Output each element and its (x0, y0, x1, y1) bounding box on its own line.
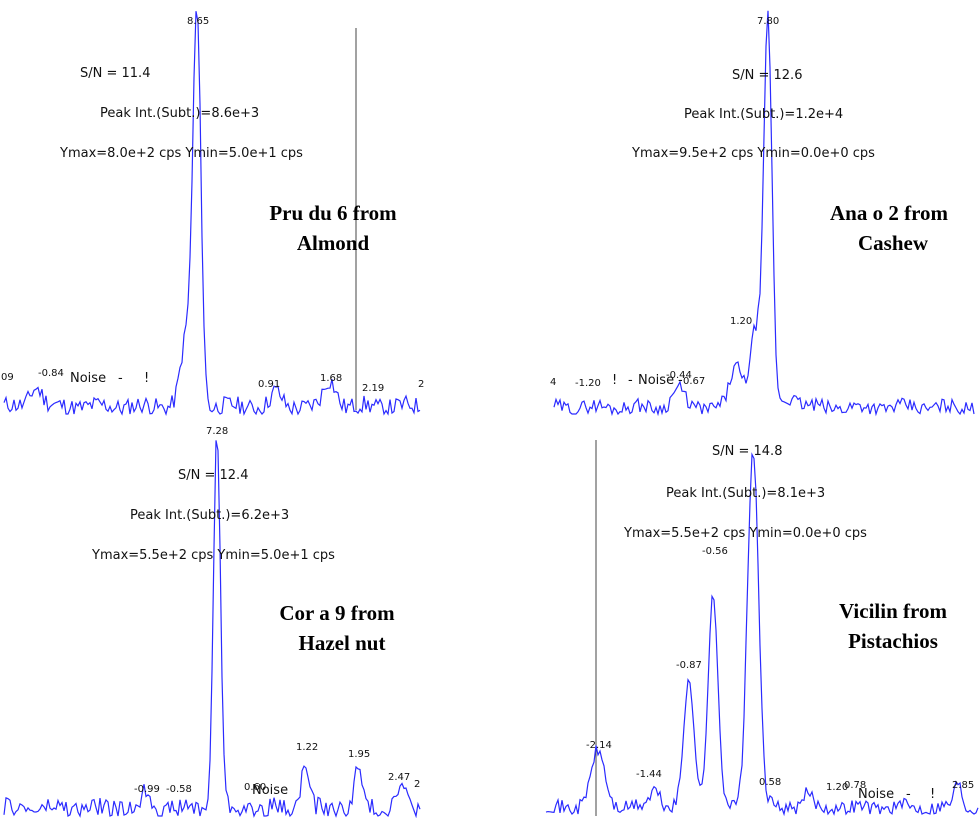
peak-intensity: Peak Int.(Subt.)=8.6e+3 (100, 106, 260, 121)
peak-label: 7.80 (757, 16, 779, 27)
y-range: Ymax=5.5e+2 cps Ymin=0.0e+0 cps (624, 526, 867, 541)
edge-label: 09 (1, 372, 14, 383)
chart-panel-pistachios: -0.56 -0.87 -2.14 -1.44 0.58 1.20 0.78 2… (540, 412, 980, 818)
noise-marker: - (118, 371, 123, 386)
peak-label: -0.44 (666, 370, 692, 381)
peak-label: 0.58 (759, 777, 781, 788)
chart-panel-hazelnut: 7.28 -0.99 -0.58 0.60 1.22 1.95 2.47 2 N… (0, 412, 480, 818)
peak-label: 0.60 (244, 782, 266, 793)
spectrum-line (3, 11, 421, 417)
noise-marker: ! (612, 373, 617, 388)
peak-label: -1.20 (575, 378, 601, 389)
peak-label: 2.85 (952, 780, 974, 791)
chart-svg-cashew: 7.80 1.20 -1.20 -0.44 0.67 4 ! - Noise - (550, 10, 975, 417)
chart-svg-hazelnut: 7.28 -0.99 -0.58 0.60 1.22 1.95 2.47 2 N… (3, 426, 421, 818)
noise-label: Noise (70, 371, 106, 386)
noise-marker: - (678, 373, 683, 388)
chart-title-line: Cashew (858, 231, 929, 255)
peak-label: 0.78 (844, 780, 866, 791)
noise-marker: ! (930, 787, 935, 802)
peak-label: -0.87 (676, 660, 702, 671)
chart-title-line: Almond (296, 231, 370, 255)
chart-title-line: Hazel nut (298, 631, 386, 655)
chart-title-line: Cor a 9 from (279, 601, 395, 625)
sn-ratio: S/N = 14.8 (712, 444, 783, 459)
peak-label: 1.68 (320, 373, 342, 384)
noise-marker: - (628, 373, 633, 388)
chart-title-line: Vicilin from (839, 599, 947, 623)
chart-panel-almond: 8.65 -0.84 0.91 1.68 2.19 09 2 Noise - !… (0, 0, 480, 417)
chart-title: Ana o 2 from Cashew (818, 198, 980, 258)
y-range: Ymax=5.5e+2 cps Ymin=5.0e+1 cps (92, 548, 335, 563)
peak-label: 0.67 (683, 376, 705, 387)
peak-label: -0.56 (702, 546, 728, 557)
sn-ratio: S/N = 12.4 (178, 468, 249, 483)
chart-svg-almond: 8.65 -0.84 0.91 1.68 2.19 09 2 Noise - ! (1, 11, 424, 417)
peak-intensity: Peak Int.(Subt.)=6.2e+3 (130, 508, 290, 523)
noise-label: Noise (858, 787, 894, 802)
peak-label: 1.20 (730, 316, 752, 327)
chart-title-line: Ana o 2 from (830, 201, 949, 225)
peak-intensity: Peak Int.(Subt.)=8.1e+3 (666, 486, 826, 501)
sn-ratio: S/N = 12.6 (732, 68, 803, 83)
sn-ratio: S/N = 11.4 (80, 66, 151, 81)
chart-title: Vicilin from Pistachios (818, 596, 968, 656)
spectrum-line (3, 440, 421, 818)
peak-label: -0.99 (134, 784, 160, 795)
peak-label: 1.22 (296, 742, 318, 753)
peak-label: -0.58 (166, 784, 192, 795)
noise-label: Noise (252, 783, 288, 798)
y-range: Ymax=9.5e+2 cps Ymin=0.0e+0 cps (632, 146, 875, 161)
peak-label: 2.19 (362, 383, 384, 394)
peak-label: 7.28 (206, 426, 228, 437)
peak-label: 8.65 (187, 16, 209, 27)
peak-label: -2.14 (586, 740, 612, 751)
peak-label: 2.47 (388, 772, 410, 783)
edge-label: 2 (418, 379, 424, 390)
edge-label: 2 (414, 779, 420, 790)
y-range: Ymax=8.0e+2 cps Ymin=5.0e+1 cps (60, 146, 303, 161)
chart-panel-cashew: 7.80 1.20 -1.20 -0.44 0.67 4 ! - Noise -… (540, 0, 980, 417)
peak-label: 0.91 (258, 379, 280, 390)
chart-title-line: Pru du 6 from (269, 201, 397, 225)
noise-marker: ! (144, 371, 149, 386)
chart-title: Pru du 6 from Almond (238, 198, 428, 258)
spectrum-line (545, 452, 979, 817)
peak-label: 1.95 (348, 749, 370, 760)
peak-intensity: Peak Int.(Subt.)=1.2e+4 (684, 107, 844, 122)
chart-title-line: Pistachios (848, 629, 938, 653)
peak-label: -0.84 (38, 368, 64, 379)
peak-label: -1.44 (636, 769, 662, 780)
noise-marker: - (906, 787, 911, 802)
chart-svg-pistachios: -0.56 -0.87 -2.14 -1.44 0.58 1.20 0.78 2… (545, 440, 979, 817)
edge-label: 4 (550, 377, 556, 388)
noise-label: Noise (638, 373, 674, 388)
chart-title: Cor a 9 from Hazel nut (262, 598, 412, 658)
peak-label: 1.20 (826, 782, 848, 793)
spectrum-line (553, 10, 975, 417)
